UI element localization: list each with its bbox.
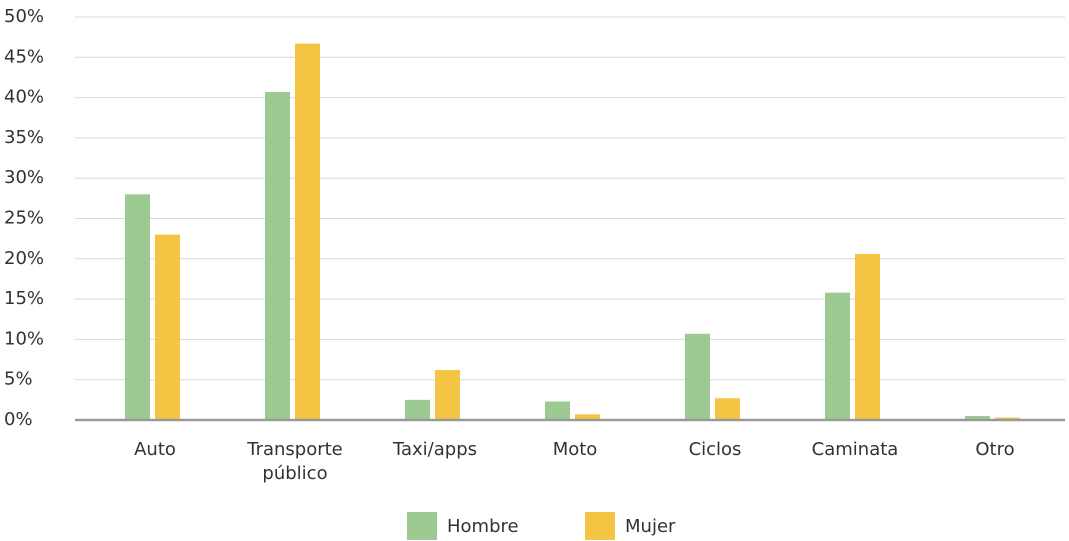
bar: [715, 398, 740, 420]
bar: [575, 414, 600, 420]
bar: [295, 43, 320, 421]
x-tick-label: Ciclos: [688, 439, 742, 460]
bar: [155, 234, 180, 420]
y-tick-label: 0%: [4, 409, 33, 430]
y-tick-label: 5%: [4, 369, 33, 390]
y-tick-label: 20%: [4, 248, 44, 269]
bar: [965, 415, 990, 420]
bar: [125, 194, 150, 420]
x-tick-label: Auto: [134, 439, 176, 460]
bar: [545, 401, 570, 420]
x-tick-label: Otro: [975, 439, 1015, 460]
y-tick-label: 30%: [4, 167, 44, 188]
bar: [825, 292, 850, 420]
x-tick-label: Moto: [552, 439, 598, 460]
bar: [435, 370, 460, 420]
bar: [265, 91, 290, 420]
bar: [855, 253, 880, 420]
y-tick-label: 40%: [4, 87, 44, 108]
x-tick-label: Caminata: [811, 439, 899, 460]
x-tick-label: Transporte público: [247, 439, 343, 484]
y-tick-label: 50%: [4, 6, 44, 27]
y-tick-label: 10%: [4, 328, 44, 349]
legend-swatch: [407, 512, 437, 540]
y-tick-label: 45%: [4, 46, 44, 67]
y-tick-label: 35%: [4, 127, 44, 148]
y-tick-label: 25%: [4, 208, 44, 229]
bar: [405, 399, 430, 420]
legend-label: Hombre: [447, 516, 519, 537]
bar: [685, 333, 710, 420]
x-tick-label: Taxi/apps: [392, 439, 478, 460]
legend-swatch: [585, 512, 615, 540]
y-tick-label: 15%: [4, 288, 44, 309]
legend-label: Mujer: [625, 516, 676, 537]
